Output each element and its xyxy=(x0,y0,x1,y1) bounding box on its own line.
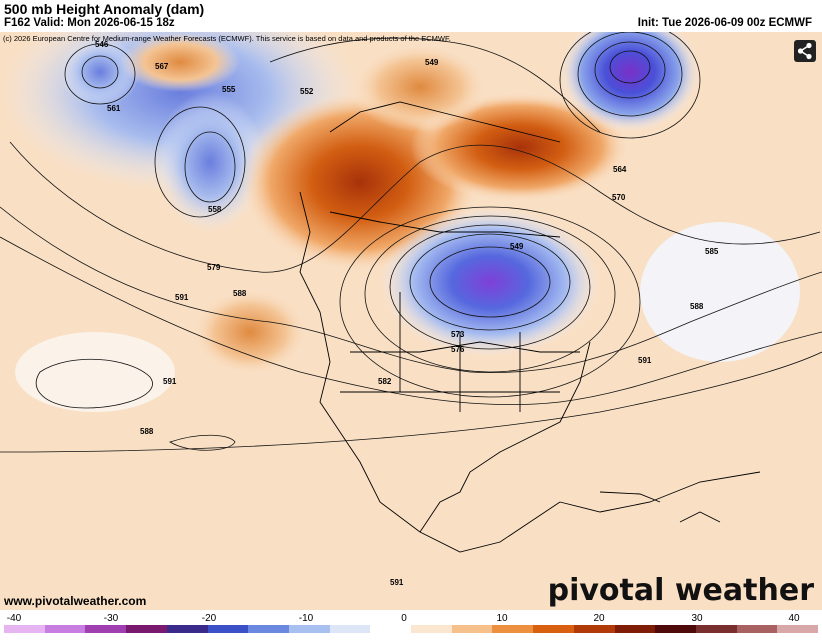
colorbar-swatch xyxy=(370,625,412,633)
colorbar-tick: 10 xyxy=(496,613,508,624)
contour-label: 549 xyxy=(425,58,439,67)
colorbar-tick: -20 xyxy=(201,613,217,624)
colorbar-swatch xyxy=(248,625,289,633)
contour-label: 588 xyxy=(140,427,154,436)
init-time: Init: Tue 2026-06-09 00z ECMWF xyxy=(637,17,812,29)
contour-label: 564 xyxy=(613,165,627,174)
contour-label: 573 xyxy=(451,330,465,339)
contour-label: 549 xyxy=(510,242,524,251)
contour-label: 558 xyxy=(208,205,222,214)
contour-label: 576 xyxy=(451,345,465,354)
header: 500 mb Height Anomaly (dam) F162 Valid: … xyxy=(0,0,822,32)
colorbar-swatch xyxy=(451,625,493,633)
contour-label: 555 xyxy=(222,85,236,94)
colorbar-swatch xyxy=(44,625,86,633)
colorbar-strip xyxy=(4,625,819,633)
colorbar-swatch xyxy=(207,625,249,633)
contour-label: 591 xyxy=(638,356,652,365)
colorbar-swatch xyxy=(126,625,167,633)
forecast-map[interactable]: 546 549 552 555 558 561 564 567 570 573 … xyxy=(0,32,822,610)
contour-label: 591 xyxy=(390,578,404,587)
colorbar-tick: 40 xyxy=(788,613,800,624)
valid-time: F162 Valid: Mon 2026-06-15 18z xyxy=(4,17,175,29)
colorbar-swatch xyxy=(329,625,371,633)
brand-logo: pivotal weather xyxy=(547,573,814,608)
contour-label: 552 xyxy=(300,87,314,96)
contour-label: 588 xyxy=(690,302,704,311)
colorbar-swatch xyxy=(533,625,574,633)
colorbar-swatch xyxy=(4,625,45,633)
colorbar-swatch xyxy=(736,625,778,633)
contour-label: 582 xyxy=(378,377,392,386)
contour-label: 588 xyxy=(233,289,247,298)
colorbar-tick: 20 xyxy=(593,613,605,624)
colorbar-tick: -30 xyxy=(103,613,119,624)
share-icon[interactable] xyxy=(794,40,816,62)
colorbar-tick: -10 xyxy=(298,613,314,624)
website-link[interactable]: www.pivotalweather.com xyxy=(4,594,147,608)
colorbar-swatch xyxy=(288,625,330,633)
colorbar-tick: 30 xyxy=(691,613,703,624)
contour-label: 579 xyxy=(207,263,221,272)
colorbar-swatch xyxy=(411,625,452,633)
colorbar-swatch xyxy=(573,625,615,633)
contour-label: 570 xyxy=(612,193,626,202)
contour-label: 561 xyxy=(107,104,121,113)
contour-label: 567 xyxy=(155,62,169,71)
colorbar-swatch xyxy=(492,625,534,633)
colorbar-swatch xyxy=(777,625,819,633)
contour-label: 546 xyxy=(95,40,109,49)
map-title: 500 mb Height Anomaly (dam) xyxy=(4,1,205,17)
colorbar-swatch xyxy=(695,625,737,633)
contour-label: 591 xyxy=(163,377,177,386)
contour-label: 585 xyxy=(705,247,719,256)
colorbar-tick: -40 xyxy=(6,613,22,624)
colorbar-tick: 0 xyxy=(401,613,407,624)
contour-label: 591 xyxy=(175,293,189,302)
colorbar-swatch xyxy=(614,625,656,633)
colorbar-swatch xyxy=(655,625,696,633)
map-canvas: 546 549 552 555 558 561 564 567 570 573 … xyxy=(0,32,822,610)
copyright-text: (c) 2026 European Centre for Medium-rang… xyxy=(3,34,451,43)
colorbar-swatch xyxy=(166,625,208,633)
colorbar-swatch xyxy=(85,625,127,633)
